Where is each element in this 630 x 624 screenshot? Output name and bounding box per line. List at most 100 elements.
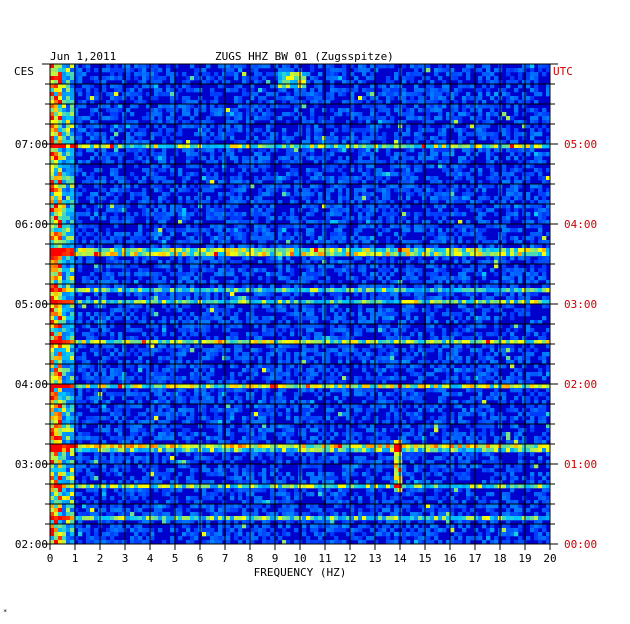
spectrogram-cell [186,252,191,257]
spectrogram-cell [474,120,479,125]
spectrogram-cell [518,268,523,273]
spectrogram-cell [62,192,67,197]
spectrogram-cell [530,96,535,101]
spectrogram-cell [118,156,123,161]
spectrogram-cell [158,88,163,93]
spectrogram-cell [270,84,275,89]
spectrogram-cell [338,92,343,97]
spectrogram-cell [74,228,79,233]
spectrogram-cell [370,256,375,261]
spectrogram-cell [174,152,179,157]
spectrogram-cell [214,236,219,241]
spectrogram-cell [170,304,175,309]
spectrogram-cell [62,324,67,329]
spectrogram-cell [210,180,215,185]
spectrogram-cell [374,288,379,293]
spectrogram-cell [142,180,147,185]
spectrogram-cell [218,112,223,117]
spectrogram-cell [218,184,223,189]
spectrogram-cell [510,284,515,289]
spectrogram-cell [74,136,79,141]
spectrogram-cell [66,244,71,249]
spectrogram-cell [466,192,471,197]
spectrogram-cell [526,276,531,281]
spectrogram-cell [454,256,459,261]
spectrogram-cell [434,224,439,229]
spectrogram-cell [310,288,315,293]
spectrogram-cell [282,288,287,293]
spectrogram-cell [406,72,411,77]
spectrogram-cell [106,100,111,105]
spectrogram-cell [106,116,111,121]
spectrogram-cell [234,320,239,325]
spectrogram-cell [322,156,327,161]
spectrogram-cell [354,144,359,149]
spectrogram-cell [534,72,539,77]
spectrogram-cell [278,236,283,241]
spectrogram-cell [170,136,175,141]
spectrogram-cell [170,128,175,133]
spectrogram-cell [458,164,463,169]
spectrogram-cell [430,100,435,105]
spectrogram-cell [110,248,115,253]
spectrogram-cell [82,160,87,165]
spectrogram-cell [334,304,339,309]
spectrogram-cell [94,208,99,213]
spectrogram-cell [278,68,283,73]
spectrogram-cell [342,208,347,213]
spectrogram-cell [302,280,307,285]
spectrogram-cell [78,136,83,141]
spectrogram-cell [110,256,115,261]
spectrogram-cell [250,268,255,273]
spectrogram-cell [134,328,139,333]
spectrogram-cell [450,140,455,145]
spectrogram-cell [50,244,55,249]
spectrogram-cell [318,100,323,105]
spectrogram-cell [190,248,195,253]
spectrogram-cell [218,108,223,113]
spectrogram-cell [526,108,531,113]
spectrogram-cell [350,132,355,137]
spectrogram-cell [58,72,63,77]
spectrogram-cell [506,144,511,149]
spectrogram-cell [374,116,379,121]
spectrogram-cell [466,84,471,89]
spectrogram-cell [282,236,287,241]
spectrogram-cell [382,256,387,261]
spectrogram-cell [102,296,107,301]
spectrogram-cell [490,152,495,157]
spectrogram-cell [258,160,263,165]
spectrogram-cell [238,192,243,197]
spectrogram-cell [330,292,335,297]
spectrogram-cell [386,220,391,225]
spectrogram-cell [250,244,255,249]
spectrogram-cell [70,204,75,209]
spectrogram-cell [54,76,59,81]
spectrogram-cell [150,244,155,249]
spectrogram-cell [430,288,435,293]
spectrogram-cell [86,260,91,265]
spectrogram-cell [74,248,79,253]
spectrogram-cell [126,180,131,185]
spectrogram-cell [78,264,83,269]
spectrogram-cell [114,88,119,93]
spectrogram-cell [314,100,319,105]
spectrogram-cell [366,172,371,177]
spectrogram-cell [202,328,207,333]
spectrogram-cell [286,160,291,165]
spectrogram-cell [310,252,315,257]
spectrogram-cell [318,292,323,297]
spectrogram-cell [546,112,551,117]
spectrogram-cell [250,168,255,173]
spectrogram-cell [230,220,235,225]
spectrogram-cell [146,200,151,205]
spectrogram-cell [134,272,139,277]
spectrogram-cell [346,328,351,333]
spectrogram-cell [94,80,99,85]
spectrogram-cell [278,320,283,325]
spectrogram-cell [282,304,287,309]
spectrogram-cell [214,172,219,177]
spectrogram-cell [278,144,283,149]
spectrogram-cell [282,76,287,81]
spectrogram-cell [134,132,139,137]
